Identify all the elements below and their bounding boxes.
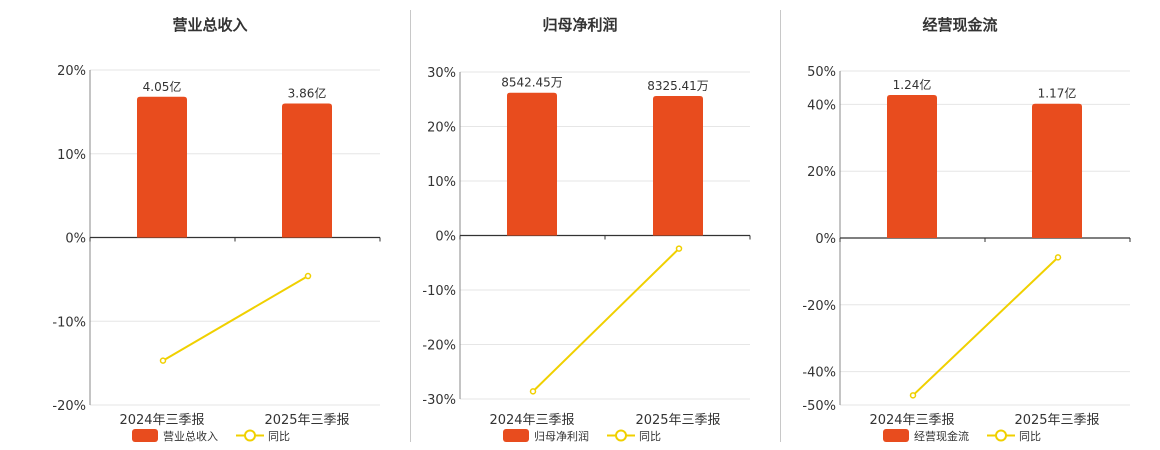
bar-营业总收入[interactable] [282,103,332,238]
y-tick-label: 50% [807,65,836,80]
legend-line-marker [995,429,1007,442]
y-tick-label: 0% [65,232,86,247]
line-series-同比 [162,275,309,362]
bar-归母净利润[interactable] [507,92,557,236]
x-tick-label: 2024年三季报 [489,413,574,428]
y-tick-label: 20% [57,64,86,79]
bar-value-label: 8542.45万 [501,76,563,90]
legend-bar-swatch [132,429,158,442]
legend-line-marker [244,429,256,442]
x-tick-label: 2025年三季报 [635,413,720,428]
y-tick-label: 40% [807,98,836,113]
legend-label: 归母净利润 [534,429,589,443]
y-tick-label: -40% [802,366,836,381]
y-tick-label: -30% [422,393,456,408]
y-tick-label: 30% [427,66,456,81]
bar-经营现金流[interactable] [887,95,937,238]
y-tick-label: -20% [802,299,836,314]
y-tick-label: 20% [807,165,836,180]
line-point-同比[interactable] [675,245,683,252]
legend-bar-swatch [883,429,909,442]
bar-value-label: 1.24亿 [893,77,932,92]
y-tick-label: 10% [57,148,86,163]
x-tick-label: 2025年三季报 [264,413,349,428]
bar-value-label: 8325.41万 [647,79,709,93]
bar-value-label: 4.05亿 [143,79,182,94]
bar-value-label: 3.86亿 [288,86,327,101]
y-tick-label: 20% [427,121,456,136]
legend-line-marker [615,429,627,442]
x-tick-label: 2025年三季报 [1014,413,1099,428]
y-tick-label: -10% [52,315,86,330]
y-tick-label: 0% [815,232,836,247]
chart-title: 营业总收入 [172,16,247,34]
legend-label: 营业总收入 [163,429,218,443]
y-tick-label: -10% [422,284,456,299]
legend-label: 同比 [1019,430,1041,443]
bar-value-label: 1.17亿 [1038,86,1077,101]
panel-divider-1 [410,10,411,442]
y-tick-label: -20% [422,339,456,354]
line-series-同比 [912,256,1059,397]
bar-营业总收入[interactable] [137,96,187,238]
legend-label: 经营现金流 [914,429,969,443]
line-point-同比[interactable] [304,272,312,280]
line-point-同比[interactable] [159,357,167,364]
line-point-同比[interactable] [1054,254,1062,261]
legend-label: 同比 [268,430,290,443]
x-tick-label: 2024年三季报 [119,413,204,428]
line-series-同比 [532,247,680,393]
line-point-同比[interactable] [529,388,537,395]
bar-归母净利润[interactable] [653,95,703,236]
chart-title: 经营现金流 [922,16,997,34]
panel-divider-2 [780,10,781,442]
line-point-同比[interactable] [909,392,917,399]
x-tick-label: 2024年三季报 [869,413,954,428]
y-tick-label: -20% [52,399,86,414]
y-tick-label: -50% [802,399,836,414]
y-tick-label: 10% [427,175,456,190]
legend-label: 同比 [639,430,661,443]
y-tick-label: 0% [435,230,456,245]
bar-经营现金流[interactable] [1032,103,1082,239]
legend-bar-swatch [503,429,529,442]
chart-title: 归母净利润 [542,16,617,34]
